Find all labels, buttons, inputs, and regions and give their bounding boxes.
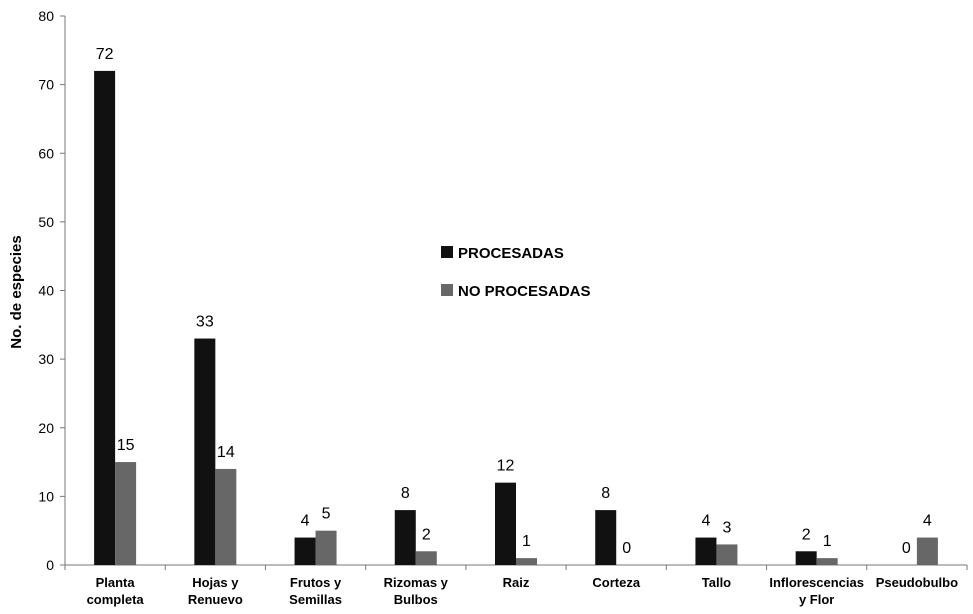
- bar-procesadas: [695, 537, 717, 565]
- data-label: 14: [217, 444, 235, 461]
- data-label: 1: [823, 533, 832, 550]
- y-tick-label: 40: [38, 283, 54, 299]
- y-tick-label: 50: [38, 214, 54, 230]
- x-category-label: Raiz: [503, 575, 530, 590]
- bar-procesadas: [194, 338, 216, 565]
- bar-no-procesadas: [916, 537, 938, 565]
- y-tick-label: 10: [38, 488, 54, 504]
- y-tick-label: 80: [38, 8, 54, 24]
- x-category-label: Hojas y Renuevo: [188, 575, 243, 607]
- legend-swatch: [441, 284, 453, 296]
- bar-no-procesadas: [315, 530, 337, 565]
- bar-procesadas: [495, 482, 516, 565]
- bar-procesadas: [94, 70, 116, 566]
- data-label: 1: [522, 533, 531, 550]
- data-label: 2: [422, 526, 431, 543]
- bar-procesadas: [294, 537, 316, 565]
- x-category-label: Pseudobulbo: [876, 575, 958, 590]
- data-label: 4: [701, 513, 710, 530]
- x-category-label: Corteza: [592, 575, 640, 590]
- data-label: 2: [802, 526, 811, 543]
- data-label: 33: [196, 314, 214, 331]
- y-tick-label: 60: [38, 145, 54, 161]
- data-label: 15: [117, 437, 135, 454]
- data-label: 72: [96, 46, 114, 63]
- bar-procesadas: [595, 510, 617, 565]
- bar-no-procesadas: [816, 558, 838, 565]
- data-label: 12: [497, 458, 515, 475]
- data-label: 5: [322, 506, 331, 523]
- bar-no-procesadas: [115, 462, 137, 565]
- data-label: 3: [722, 519, 731, 536]
- x-category-label: Tallo: [702, 575, 731, 590]
- y-tick-label: 70: [38, 77, 54, 93]
- y-tick-label: 20: [38, 420, 54, 436]
- x-category-label: Frutos y Semillas: [289, 575, 342, 607]
- bar-no-procesadas: [415, 551, 437, 565]
- legend-label: PROCESADAS: [458, 245, 564, 262]
- x-category-label: Rizomas y Bulbos: [384, 575, 449, 607]
- legend-label: NO PROCESADAS: [458, 283, 591, 300]
- data-label: 8: [601, 485, 610, 502]
- bar-procesadas: [795, 551, 817, 565]
- bar-procesadas: [394, 510, 416, 565]
- data-label: 0: [902, 540, 911, 557]
- data-label: 4: [301, 513, 310, 530]
- bar-no-procesadas: [516, 558, 537, 565]
- y-axis-title: No. de especies: [8, 235, 25, 348]
- data-label: 4: [923, 513, 932, 530]
- data-label: 8: [401, 485, 410, 502]
- x-axis: Planta completa Hojas y Renuevo Frutos y Semi…: [64, 564, 968, 607]
- legend-swatch: [441, 246, 453, 258]
- x-category-label: Planta completa: [87, 575, 145, 607]
- bar-no-procesadas: [215, 468, 237, 565]
- x-category-label: Inflorescencias y Flor: [769, 575, 864, 607]
- y-axis: 0 10 20 30 40 50 60 70 80: [38, 8, 66, 573]
- bar-no-procesadas: [716, 544, 738, 565]
- data-label: 0: [622, 540, 631, 557]
- legend: PROCESADAS NO PROCESADAS: [441, 245, 591, 300]
- y-tick-label: 0: [46, 557, 54, 573]
- y-tick-label: 30: [38, 351, 54, 367]
- bars: [94, 70, 938, 566]
